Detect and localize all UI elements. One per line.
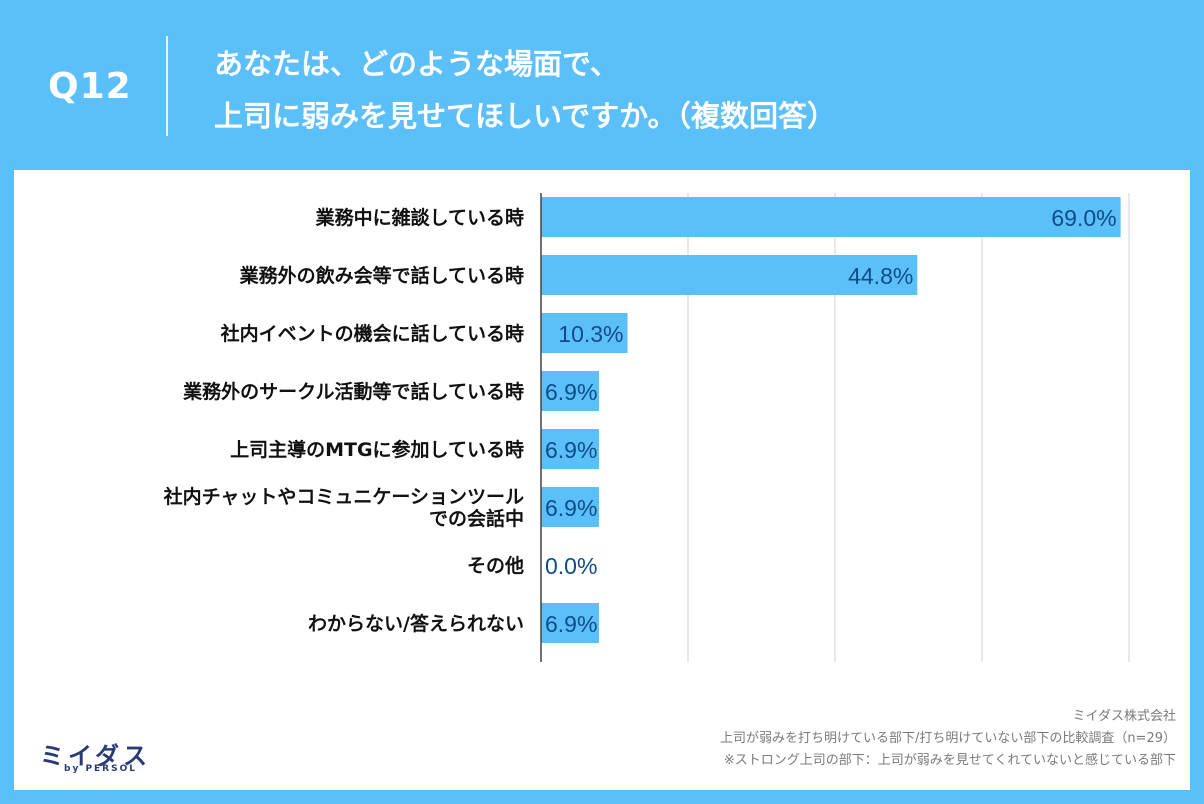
question-number: Q12 <box>48 66 132 107</box>
bar <box>541 313 628 353</box>
bar <box>541 487 599 527</box>
footer-company: ミイダス株式会社 <box>1072 709 1176 724</box>
category-label: わからない/答えられない <box>308 612 524 635</box>
category-label: 業務中に雑談している時 <box>315 206 524 229</box>
footer-survey: 上司が弱みを打ち明けている部下/打ち明けていない部下の比較調査（n=29） <box>719 731 1176 746</box>
logo-tagline: by PERSOL <box>64 764 137 774</box>
question-header: Q12 あなたは、どのような場面で、 上司に弱みを見せてほしいですか。（複数回答… <box>0 0 1204 170</box>
bar <box>541 429 599 469</box>
footer-notes: ミイダス株式会社 上司が弱みを打ち明けている部下/打ち明けていない部下の比較調査… <box>576 706 1176 772</box>
bar-value-label: 10.3% <box>558 321 623 347</box>
question-title-line1: あなたは、どのような場面で、 <box>214 47 619 81</box>
category-label: 上司主導のMTGに参加している時 <box>230 438 524 461</box>
logo-wordmark: ミイダス <box>40 742 152 770</box>
miidas-logo: ミイダス by PERSOL <box>38 736 178 776</box>
bar-value-label: 6.9% <box>545 437 597 463</box>
question-title: あなたは、どのような場面で、 上司に弱みを見せてほしいですか。（複数回答） <box>214 38 836 142</box>
question-title-line2: 上司に弱みを見せてほしいですか。（複数回答） <box>214 99 837 133</box>
bar <box>541 197 1121 237</box>
bar <box>541 603 599 643</box>
category-label: 業務外のサークル活動等で話している時 <box>182 380 524 403</box>
bar-value-label: 6.9% <box>545 495 597 521</box>
bar <box>541 255 918 295</box>
category-label: での会話中 <box>429 507 524 530</box>
bar <box>541 371 599 411</box>
bar-value-label: 6.9% <box>545 379 597 405</box>
category-label: 社内チャットやコミュニケーションツール <box>163 485 524 508</box>
header-divider <box>166 36 168 136</box>
bar-value-label: 44.8% <box>848 263 913 289</box>
footer-note: ※ストロング上司の部下：上司が弱みを見せてくれていないと感じている部下 <box>723 753 1176 768</box>
bar-value-label: 0.0% <box>545 553 597 579</box>
bar-value-label: 69.0% <box>1051 205 1116 231</box>
category-label: 社内イベントの機会に話している時 <box>220 322 524 345</box>
bar-value-label: 6.9% <box>545 611 597 637</box>
category-label: その他 <box>467 554 524 577</box>
category-label: 業務外の飲み会等で話している時 <box>239 264 524 287</box>
